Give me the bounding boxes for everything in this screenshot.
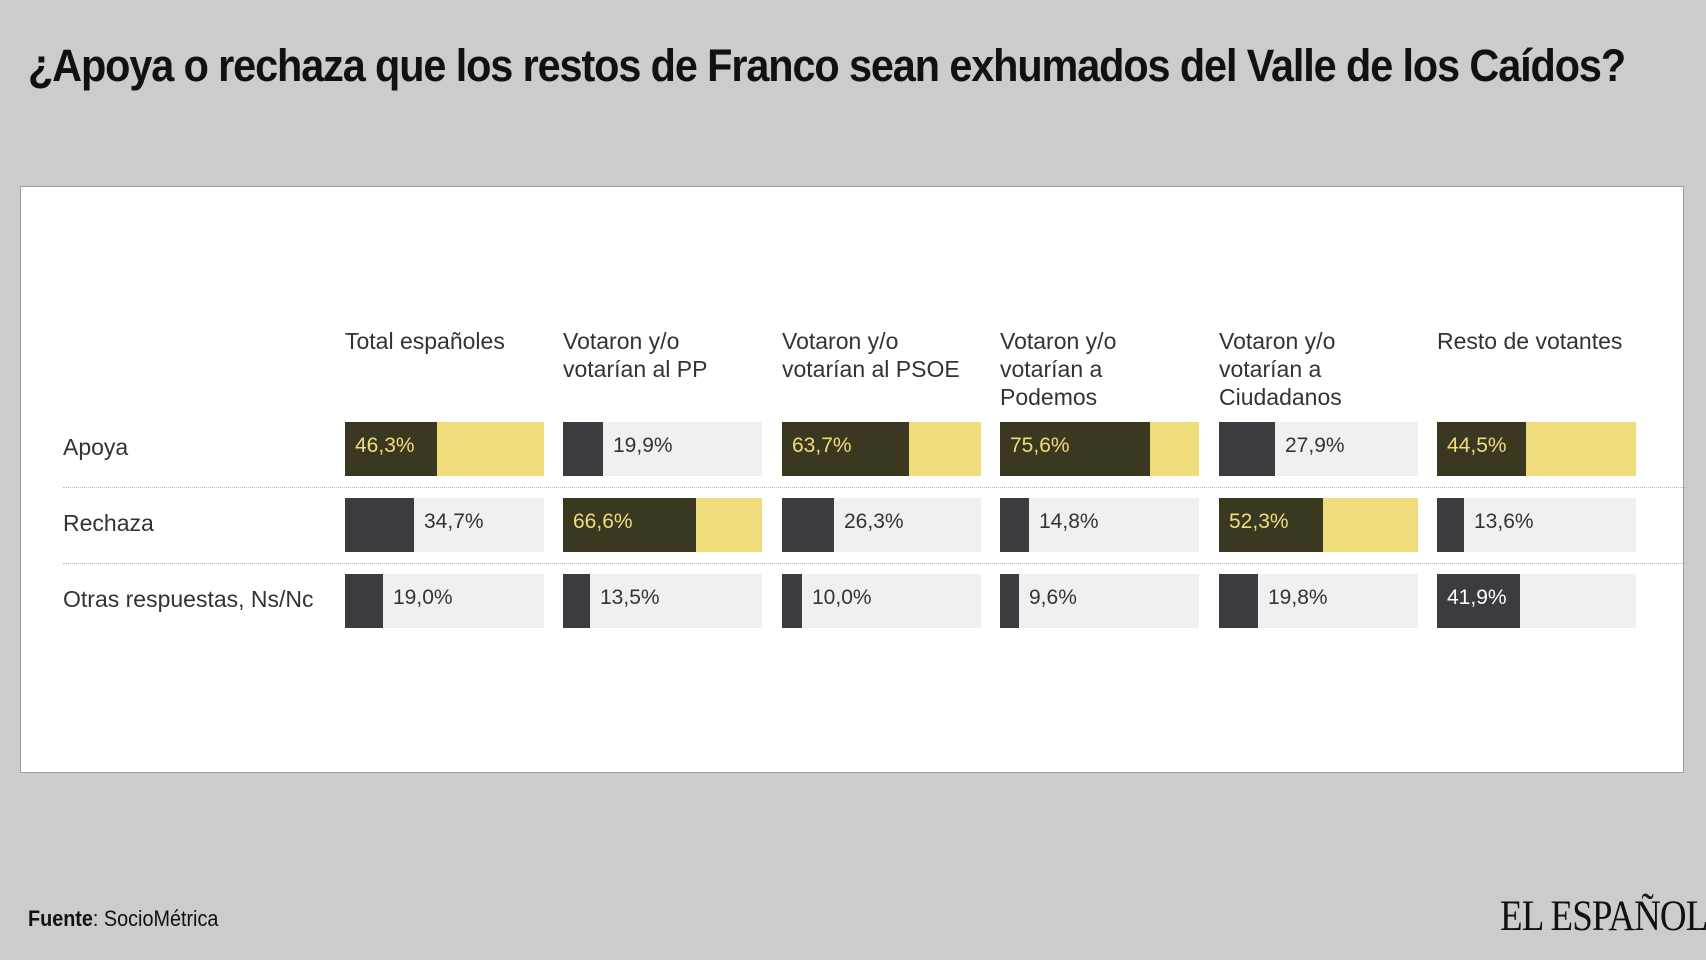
bar — [345, 422, 437, 476]
column-header: Total españoles — [345, 328, 505, 354]
row-separator — [63, 563, 1687, 564]
bar — [1437, 498, 1464, 552]
bar-cell: 13,6% — [1437, 498, 1636, 552]
bar-cell: 19,9% — [563, 422, 762, 476]
row-label: Rechaza — [63, 510, 154, 536]
column-header: Votaron y/o votarían al PSOE — [782, 328, 960, 382]
data-label: 27,9% — [1285, 434, 1345, 457]
bar — [345, 574, 383, 628]
data-label: 66,6% — [573, 510, 633, 533]
bar — [563, 422, 603, 476]
chart-panel: Total españoles Votaron y/o votarían al P… — [20, 186, 1687, 773]
bar — [1437, 422, 1526, 476]
data-label: 44,5% — [1447, 434, 1507, 457]
column-header: Votaron y/o votarían a Ciudadanos — [1219, 328, 1342, 410]
data-label: 19,0% — [393, 586, 453, 609]
bar — [1219, 574, 1258, 628]
bar — [1437, 574, 1520, 628]
row-separator — [63, 487, 1687, 488]
bar-cell: 44,5% — [1437, 422, 1636, 476]
bar — [345, 498, 414, 552]
el-espanol-logo: EL ESPAÑOL — [1500, 893, 1706, 940]
data-label: 9,6% — [1029, 586, 1077, 609]
bar — [563, 574, 590, 628]
bar — [1000, 422, 1150, 476]
data-label: 19,8% — [1268, 586, 1328, 609]
data-label: 13,5% — [600, 586, 660, 609]
data-label: 26,3% — [844, 510, 904, 533]
bar-cell: 27,9% — [1219, 422, 1418, 476]
data-label: 41,9% — [1447, 586, 1507, 609]
row-label: Otras respuestas, Ns/Nc — [63, 586, 314, 612]
data-label: 63,7% — [792, 434, 852, 457]
bar-cell: 41,9% — [1437, 574, 1636, 628]
bar — [1000, 574, 1019, 628]
column-header: Votaron y/o votarían al PP — [563, 328, 708, 382]
source-value: SocioMétrica — [103, 906, 219, 931]
bar-cell: 63,7% — [782, 422, 981, 476]
bar-cell: 52,3% — [1219, 498, 1418, 552]
bar-cell: 34,7% — [345, 498, 544, 552]
bar-cell: 19,0% — [345, 574, 544, 628]
data-label: 14,8% — [1039, 510, 1099, 533]
bar — [563, 498, 696, 552]
bar-cell: 26,3% — [782, 498, 981, 552]
bar-cell: 66,6% — [563, 498, 762, 552]
data-label: 13,6% — [1474, 510, 1534, 533]
data-label: 75,6% — [1010, 434, 1070, 457]
source-note: Fuente: SocioMétrica — [28, 906, 219, 931]
data-label: 10,0% — [812, 586, 872, 609]
bar-cell: 10,0% — [782, 574, 981, 628]
bar-cell: 14,8% — [1000, 498, 1199, 552]
bar — [1219, 422, 1275, 476]
bar — [782, 422, 909, 476]
column-header: Resto de votantes — [1437, 328, 1623, 354]
column-header: Votaron y/o votarían a Podemos — [1000, 328, 1117, 410]
bar — [782, 574, 802, 628]
data-label: 46,3% — [355, 434, 415, 457]
bar-cell: 13,5% — [563, 574, 762, 628]
bar — [1219, 498, 1323, 552]
bar-cell: 9,6% — [1000, 574, 1199, 628]
bar-cell: 19,8% — [1219, 574, 1418, 628]
data-label: 34,7% — [424, 510, 484, 533]
row-label: Apoya — [63, 434, 129, 460]
bar — [782, 498, 834, 552]
chart-title: ¿Apoya o rechaza que los restos de Franc… — [28, 40, 1626, 91]
bar-cell: 46,3% — [345, 422, 544, 476]
data-label: 52,3% — [1229, 510, 1289, 533]
data-label: 19,9% — [613, 434, 673, 457]
bar-cell: 75,6% — [1000, 422, 1199, 476]
source-label: Fuente — [28, 906, 93, 931]
bar — [1000, 498, 1029, 552]
